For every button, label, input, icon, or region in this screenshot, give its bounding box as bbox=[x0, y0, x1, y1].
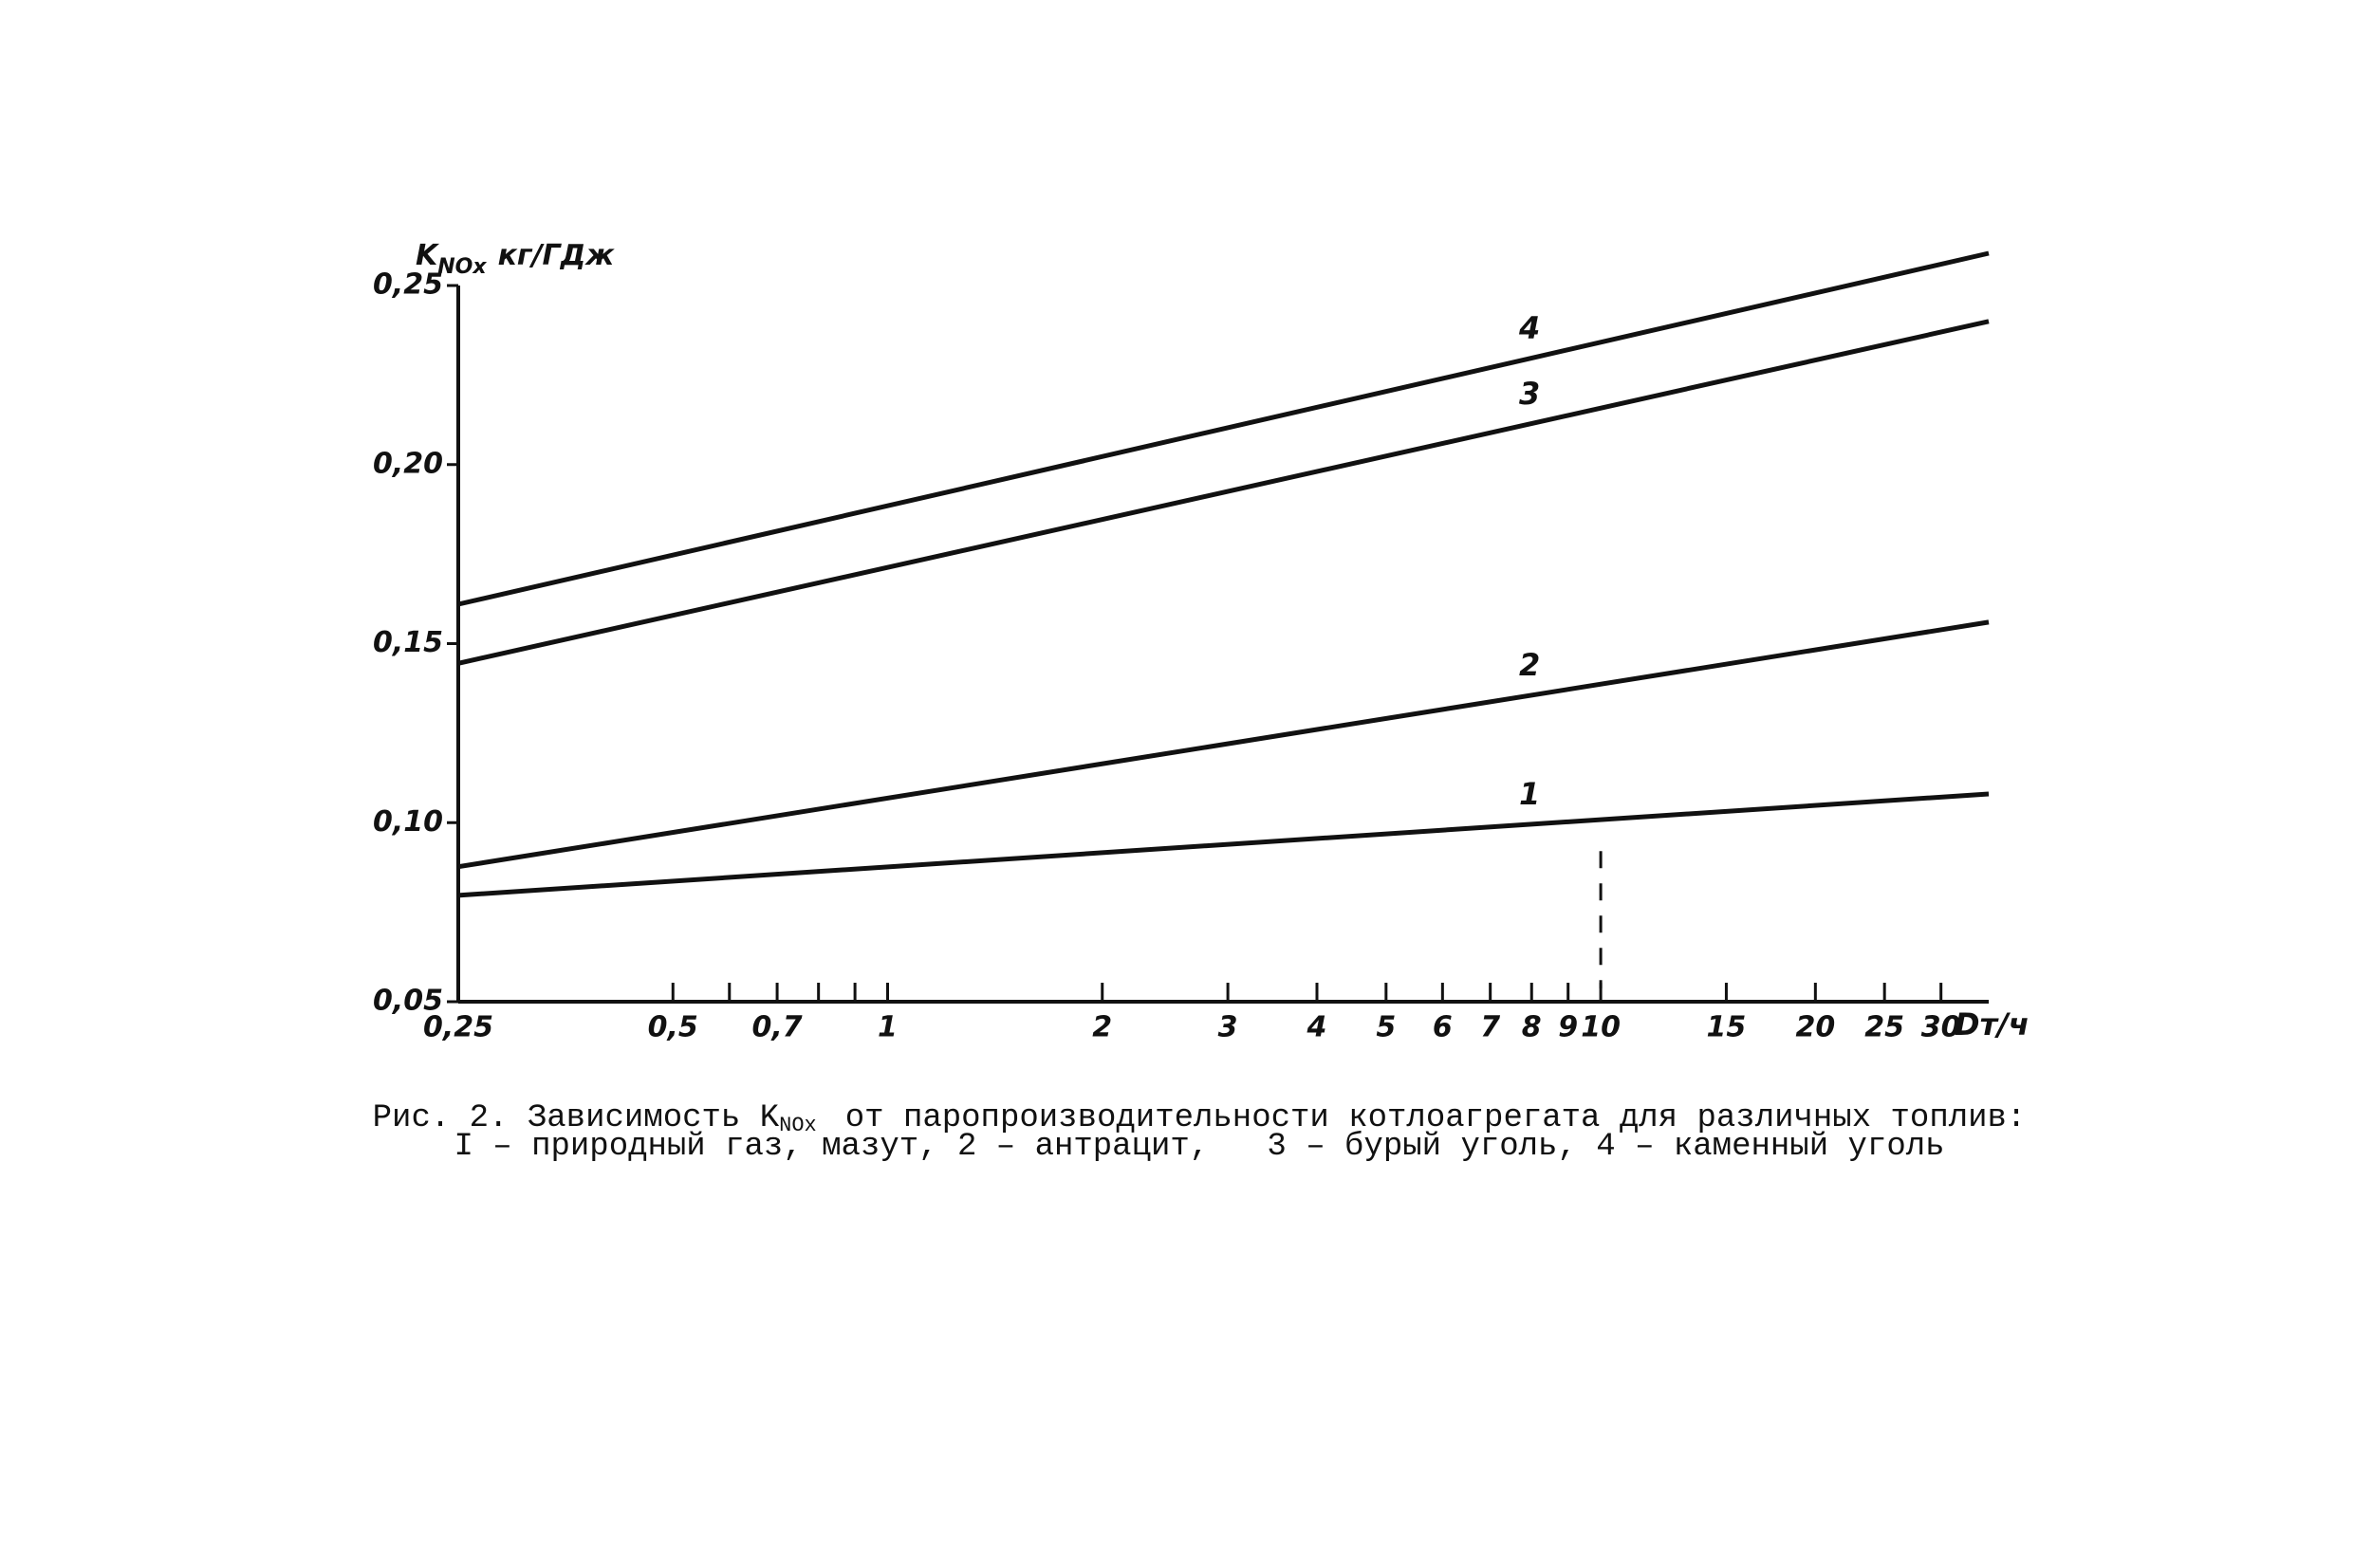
y-tick-label: 0,25 bbox=[373, 268, 443, 302]
x-tick-label: 30 bbox=[1921, 1011, 1961, 1044]
y-tick-label: 0,10 bbox=[373, 805, 443, 839]
caption-sub: NOx bbox=[779, 1114, 817, 1137]
x-tick-label: 3 bbox=[1218, 1011, 1238, 1044]
y-axis-label: KNOx кг/ГДж bbox=[416, 239, 615, 280]
x-tick-label: 10 bbox=[1581, 1011, 1621, 1044]
caption-prefix: Рис. 2. Зависимость K bbox=[373, 1100, 780, 1136]
x-tick-label: 0,7 bbox=[751, 1011, 802, 1044]
caption-line1: Рис. 2. Зависимость KNOx от паропроизводи… bbox=[373, 1100, 2027, 1137]
x-tick-label: 6 bbox=[1433, 1011, 1453, 1044]
x-tick-label: 4 bbox=[1307, 1011, 1327, 1044]
y-tick-label: 0,15 bbox=[373, 626, 443, 659]
x-tick-label: 1 bbox=[878, 1011, 898, 1044]
y-tick-label: 0,20 bbox=[373, 447, 443, 480]
series-line bbox=[457, 619, 1990, 870]
x-tick-label: 0,25 bbox=[423, 1011, 493, 1044]
x-tick-label: 0,5 bbox=[648, 1011, 698, 1044]
x-tick-label: 2 bbox=[1092, 1011, 1112, 1044]
x-tick-label: 15 bbox=[1707, 1011, 1747, 1044]
series-line bbox=[457, 791, 1990, 898]
series-label: 2 bbox=[1519, 647, 1540, 683]
x-axis-label: Dт/ч bbox=[1955, 1006, 2030, 1042]
caption-line2: I – природный газ, мазут, 2 – антрацит, … bbox=[454, 1129, 1944, 1165]
y-label-main: K bbox=[416, 239, 440, 272]
x-tick-label: 8 bbox=[1522, 1011, 1542, 1044]
x-tick-label: 9 bbox=[1558, 1011, 1578, 1044]
x-tick-label: 25 bbox=[1864, 1011, 1904, 1044]
series-label: 4 bbox=[1518, 310, 1540, 346]
x-tick-label: 20 bbox=[1795, 1011, 1835, 1044]
x-tick-label: 5 bbox=[1376, 1011, 1396, 1044]
y-tick-label: 0,05 bbox=[373, 985, 443, 1018]
x-tick-label: 7 bbox=[1480, 1011, 1500, 1044]
y-label-unit: кг/ГДж bbox=[498, 239, 616, 272]
series-label: 3 bbox=[1519, 376, 1540, 412]
caption-rest: от паропроизводительности котлоагрегата … bbox=[845, 1100, 2027, 1136]
series-line bbox=[457, 250, 1990, 607]
y-label-sub: NOx bbox=[437, 255, 487, 279]
series-label: 1 bbox=[1519, 776, 1540, 812]
series-line bbox=[457, 319, 1990, 666]
